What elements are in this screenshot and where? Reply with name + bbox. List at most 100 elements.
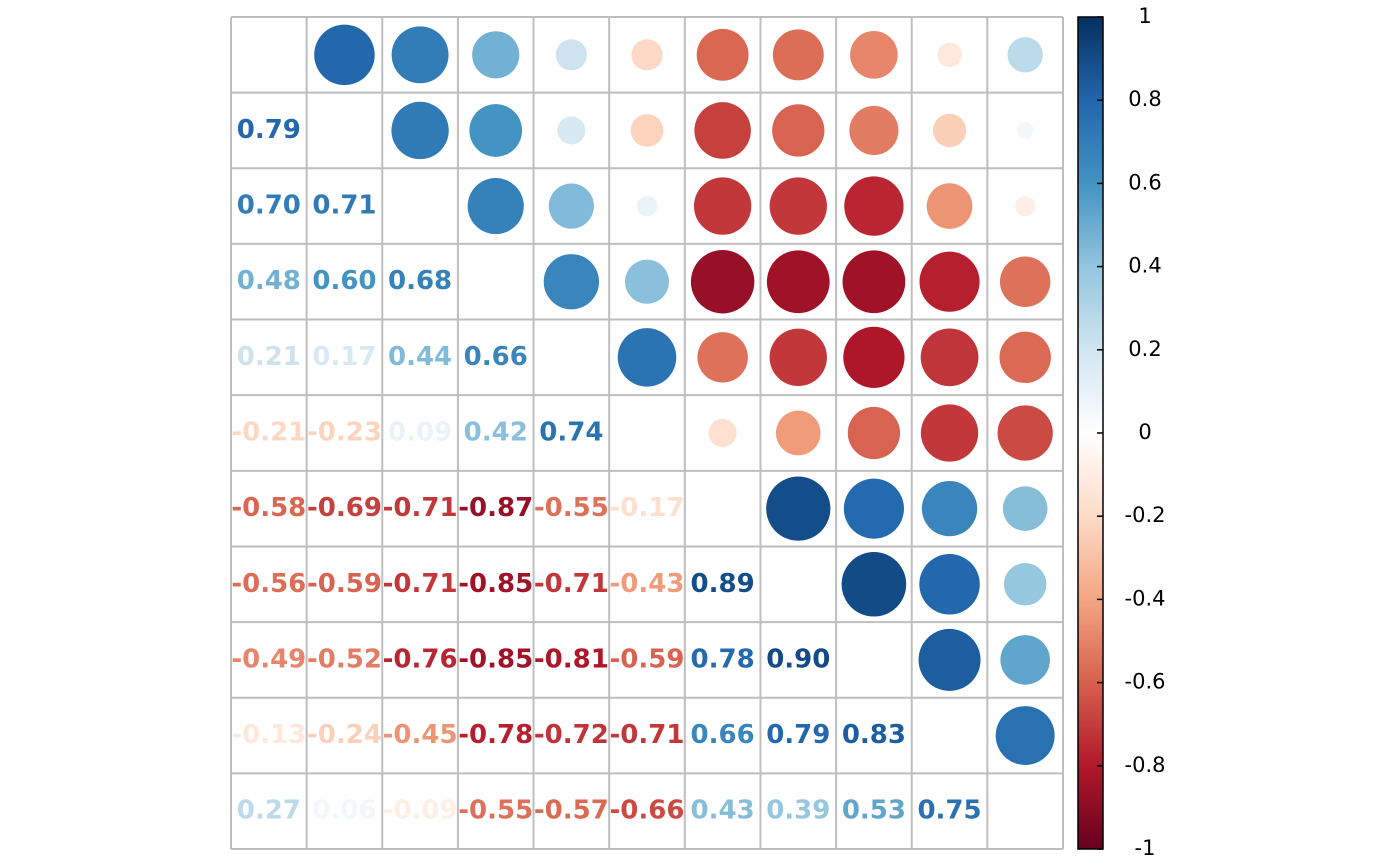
corr-circle — [708, 418, 737, 448]
cell-label: -0.72 — [534, 720, 609, 750]
corr-circle — [844, 176, 904, 236]
corr-circle — [1002, 486, 1048, 531]
corr-circle — [469, 104, 523, 157]
corr-circle — [850, 30, 898, 79]
cell-label: 0.42 — [464, 418, 528, 448]
cell-label: -0.43 — [610, 569, 685, 599]
color-tick-label: -0.6 — [1125, 670, 1166, 694]
corr-circle — [543, 254, 600, 310]
corr-circle — [849, 105, 899, 155]
corr-circle — [694, 102, 751, 159]
cell-label: 0.78 — [691, 644, 755, 674]
corr-circle — [769, 177, 827, 235]
corr-circle — [937, 42, 962, 68]
corr-circle — [919, 251, 980, 312]
cell-label: 0.44 — [388, 342, 452, 372]
cell-label: -0.85 — [458, 644, 533, 674]
corr-circle — [391, 101, 449, 160]
corr-circle — [693, 177, 752, 235]
cell-label: -0.81 — [534, 644, 609, 674]
cell-label: -0.66 — [610, 796, 685, 826]
corr-circle — [636, 195, 658, 217]
cell-label: 0.66 — [464, 342, 528, 372]
cell-label: -0.78 — [458, 720, 533, 750]
cell-label: -0.52 — [307, 644, 382, 674]
corr-circle — [918, 628, 981, 691]
cell-label: -0.69 — [307, 493, 382, 523]
corr-circle — [772, 29, 824, 81]
cell-label: -0.09 — [383, 796, 458, 826]
cell-label: -0.85 — [458, 569, 533, 599]
corr-circle — [995, 706, 1055, 766]
cell-label: 0.53 — [842, 796, 906, 826]
cell-label: -0.56 — [231, 569, 306, 599]
color-tick-label: -0.2 — [1125, 503, 1166, 527]
cell-label: 0.79 — [766, 720, 830, 750]
corr-circle — [999, 256, 1051, 307]
cell-label: 0.90 — [766, 644, 830, 674]
corr-circle — [847, 406, 901, 460]
cell-label: -0.24 — [307, 720, 382, 750]
corr-circle — [766, 476, 831, 541]
color-tick-label: 0.2 — [1128, 337, 1161, 361]
color-tick-label: 0.8 — [1128, 87, 1161, 111]
corr-circle — [1007, 37, 1043, 73]
corr-circle — [696, 28, 749, 81]
cell-label: -0.71 — [610, 720, 685, 750]
corr-circle — [557, 116, 586, 145]
corr-circle — [697, 332, 748, 383]
cell-label: -0.55 — [534, 493, 609, 523]
cell-label: 0.79 — [237, 115, 301, 145]
cell-label: 0.68 — [388, 266, 452, 296]
corr-circle — [932, 113, 967, 148]
cell-label: 0.21 — [237, 342, 301, 372]
corr-circle — [920, 328, 979, 387]
corr-circle — [1014, 195, 1036, 217]
cell-label: -0.59 — [610, 644, 685, 674]
cell-label: -0.71 — [383, 569, 458, 599]
corr-circle — [690, 249, 755, 314]
corr-circle — [926, 183, 973, 229]
corr-circle — [919, 554, 980, 615]
cell-label: 0.43 — [691, 796, 755, 826]
cell-label: -0.13 — [231, 720, 306, 750]
color-tick-label: 0 — [1138, 420, 1151, 444]
cell-label: 0.66 — [691, 720, 755, 750]
corr-circle — [624, 259, 670, 304]
cell-label: -0.49 — [231, 644, 306, 674]
cell-label: 0.83 — [842, 720, 906, 750]
color-tick-label: 0.4 — [1128, 254, 1161, 278]
corr-circle — [772, 104, 825, 157]
corr-circle — [1000, 635, 1050, 685]
cell-label: -0.71 — [534, 569, 609, 599]
corr-circle — [997, 405, 1053, 461]
corr-circle — [842, 250, 906, 314]
corr-circle — [769, 328, 827, 387]
color-tick-label: -1 — [1135, 836, 1156, 860]
corr-circle — [314, 24, 375, 86]
cell-label: -0.23 — [307, 418, 382, 448]
color-tick-label: 1 — [1138, 4, 1151, 28]
cell-label: 0.17 — [312, 342, 376, 372]
corr-circle — [617, 328, 677, 387]
corr-circle — [1003, 563, 1047, 606]
corr-circle — [472, 31, 520, 79]
cell-label: 0.09 — [388, 418, 452, 448]
corr-circle — [843, 478, 904, 539]
cell-label: 0.71 — [312, 191, 376, 221]
cell-label: -0.17 — [610, 493, 685, 523]
cell-label: -0.87 — [458, 493, 533, 523]
cell-label: -0.55 — [458, 796, 533, 826]
cell-label: -0.58 — [231, 493, 306, 523]
corr-circle — [999, 331, 1051, 384]
cell-label: -0.59 — [307, 569, 382, 599]
cell-label: -0.21 — [231, 418, 306, 448]
cell-label: -0.76 — [383, 644, 458, 674]
cell-label: 0.74 — [539, 418, 603, 448]
corr-circle — [631, 39, 663, 71]
corr-circle — [766, 250, 830, 314]
cell-label: 0.60 — [312, 266, 376, 296]
color-tick-label: 0.6 — [1128, 170, 1161, 194]
cell-label: -0.71 — [383, 493, 458, 523]
